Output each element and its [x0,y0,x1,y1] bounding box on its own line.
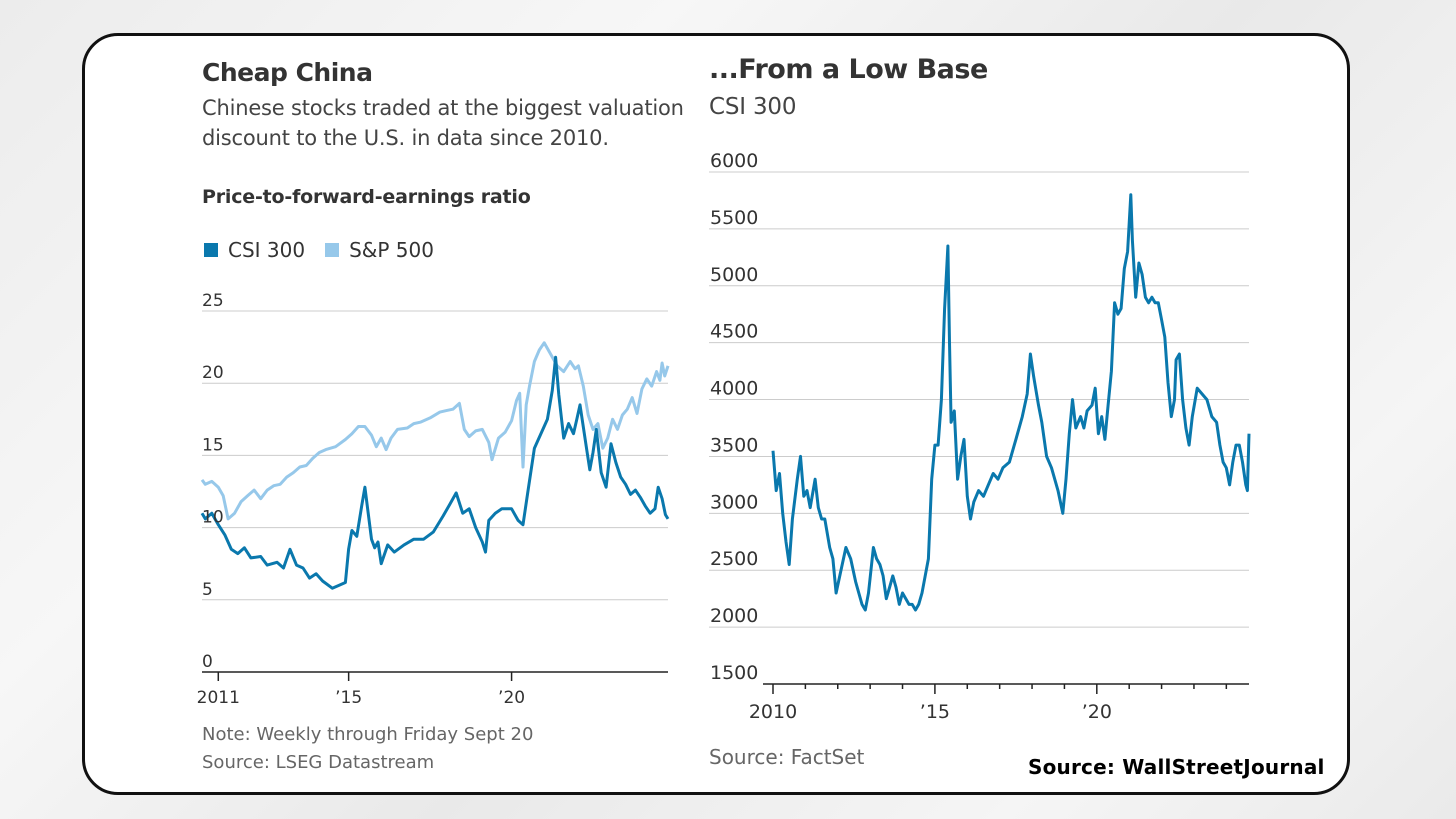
legend-swatch-csi-300 [204,243,218,257]
right-xtick-label-2010: 2010 [749,701,797,723]
right-ytick-label-4000: 4000 [710,378,758,400]
series-line-csi-300-index [771,193,1251,612]
right-ytick-label-2000: 2000 [710,605,758,627]
right-ytick-label-2500: 2500 [710,548,758,570]
left-chart-title: Cheap China [202,58,373,87]
left-ytick-label-15: 15 [202,435,224,455]
right-chart-subtitle: CSI 300 [709,94,797,120]
right-ytick-label-5500: 5500 [710,207,758,229]
right-chart-axis: 1500 2000 2500 3000 3500 4000 4500 5000 5500 6000… [710,150,1249,723]
left-xtick-label-2020: ’20 [498,688,525,708]
credit-text: Source: WallStreetJournal [1028,755,1325,779]
left-xtick-label-2011: 2011 [197,688,240,708]
right-xtick-label-2020: ’20 [1082,701,1112,723]
legend-label-csi-300: CSI 300 [228,238,306,262]
left-source: Source: LSEG Datastream [202,752,435,773]
left-chart-grid [202,310,668,601]
right-ytick-label-6000: 6000 [710,150,758,172]
legend: CSI 300 S&P 500 [204,238,434,262]
right-xtick-label-2015: ’15 [920,701,950,723]
legend-label-sp-500: S&P 500 [349,238,434,262]
right-chart-grid [709,171,1249,628]
right-ytick-label-5000: 5000 [710,264,758,286]
left-chart-ylabel: Price-to-forward-earnings ratio [202,186,531,208]
right-ytick-label-1500: 1500 [710,662,758,684]
series-line-csi-300 [200,355,670,590]
right-source: Source: FactSet [709,745,865,769]
left-chart-axis: 0 5 10 15 20 25 2011 ’15 ’20 [197,291,668,708]
chart-card [82,33,1350,795]
left-chart-subtitle-line-2: discount to the U.S. in data since 2010. [202,126,609,150]
series-line-s-p-500 [200,341,670,521]
left-note: Note: Weekly through Friday Sept 20 [202,724,534,745]
right-chart-title: ...From a Low Base [709,54,988,85]
right-ytick-label-4500: 4500 [710,321,758,343]
left-ytick-label-20: 20 [202,363,224,383]
right-chart-series [771,193,1251,612]
right-ytick-label-3500: 3500 [710,434,758,456]
left-ytick-label-5: 5 [202,580,213,600]
left-xtick-label-2015: ’15 [335,688,362,708]
left-chart-series [200,341,670,590]
left-ytick-label-10: 10 [202,508,224,528]
left-ytick-label-25: 25 [202,291,224,311]
left-ytick-label-0: 0 [202,652,213,672]
left-chart-subtitle-line-1: Chinese stocks traded at the biggest val… [202,96,684,120]
right-ytick-label-3000: 3000 [710,491,758,513]
legend-swatch-sp-500 [325,243,340,257]
